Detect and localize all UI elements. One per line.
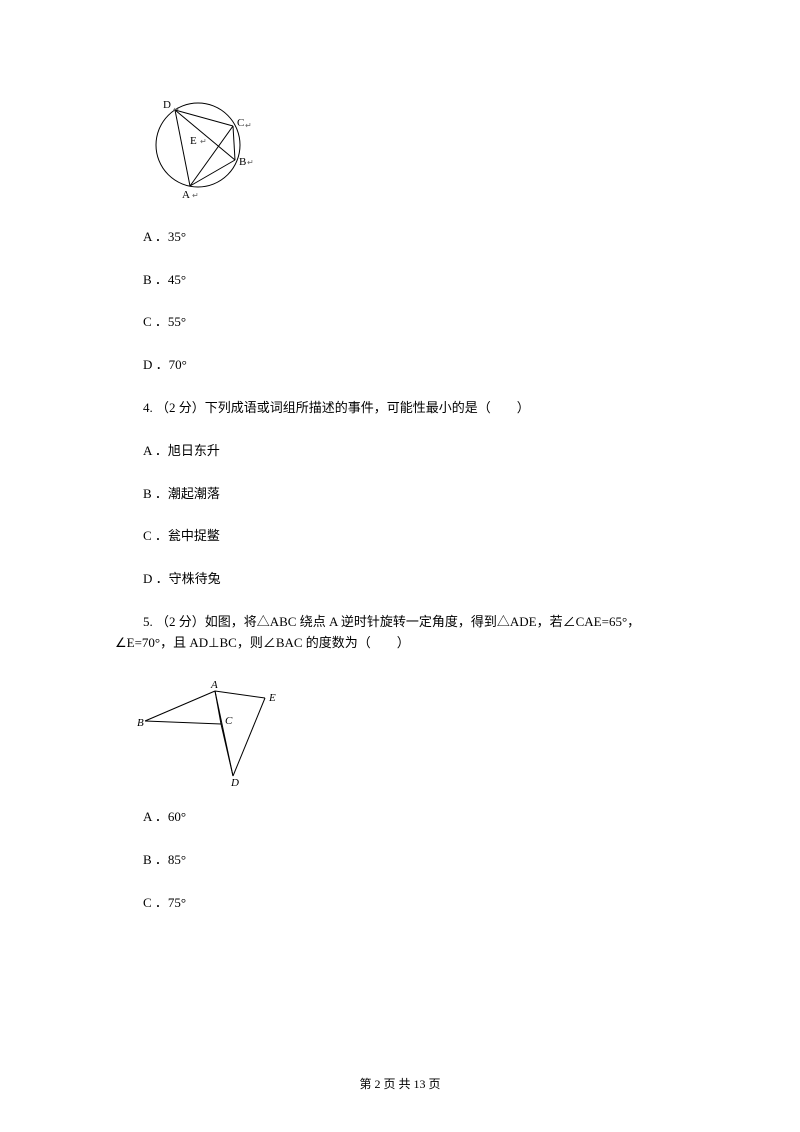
page-content: D C E B A ↵ ↵ ↵ ↵ ↵ A ．35° B ．45° C ．55°…	[0, 0, 800, 914]
q4-prompt: 4. （2 分）下列成语或词组所描述的事件，可能性最小的是（ ）	[115, 398, 685, 419]
label-D2: D	[230, 777, 239, 786]
label-A: A	[182, 189, 190, 201]
q3-option-b: B ．45°	[115, 270, 685, 291]
q4-option-a: A ．旭日东升	[115, 441, 685, 462]
label-B: B	[239, 156, 246, 168]
q3-option-d: D ．70°	[115, 355, 685, 376]
triangle-diagram: A E B C D	[135, 676, 305, 786]
q5-line2: ∠E=70°，且 AD⊥BC，则∠BAC 的度数为（ ）	[115, 633, 685, 654]
svg-text:↵: ↵	[173, 105, 180, 114]
label-C2: C	[225, 715, 233, 727]
label-E2: E	[268, 692, 276, 704]
q5-option-a: A ．60°	[115, 807, 685, 828]
page-footer: 第 2 页 共 13 页	[0, 1075, 800, 1094]
label-B2: B	[137, 717, 144, 729]
q5-option-b: B ．85°	[115, 850, 685, 871]
figure-q3-circle: D C E B A ↵ ↵ ↵ ↵ ↵	[135, 90, 685, 212]
q4-option-d: D ．守株待兔	[115, 569, 685, 590]
q4-option-b: B ．潮起潮落	[115, 484, 685, 505]
q3-option-a: A ．35°	[115, 227, 685, 248]
q4-option-c: C ．瓮中捉鳖	[115, 526, 685, 547]
svg-text:↵: ↵	[192, 191, 199, 200]
q3-option-c: C ．55°	[115, 312, 685, 333]
svg-text:↵: ↵	[200, 137, 207, 146]
figure-q5-triangle: A E B C D	[135, 676, 685, 793]
svg-text:↵: ↵	[247, 158, 254, 167]
circle-diagram: D C E B A ↵ ↵ ↵ ↵ ↵	[135, 90, 275, 205]
label-A2: A	[210, 679, 218, 691]
label-E: E	[190, 135, 197, 147]
label-D: D	[163, 99, 171, 111]
q5-prompt: 5. （2 分）如图，将△ABC 绕点 A 逆时针旋转一定角度，得到△ADE，若…	[115, 612, 685, 654]
label-C: C	[237, 117, 244, 129]
q5-line1: 5. （2 分）如图，将△ABC 绕点 A 逆时针旋转一定角度，得到△ADE，若…	[115, 612, 685, 633]
q5-option-c: C ．75°	[115, 893, 685, 914]
svg-text:↵: ↵	[245, 121, 252, 130]
